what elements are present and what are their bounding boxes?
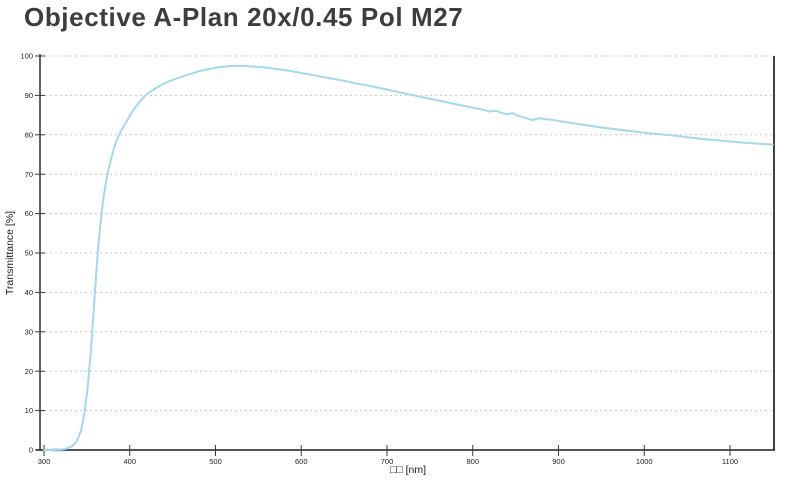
y-tick-marks (35, 55, 45, 451)
transmittance-curve (43, 64, 774, 451)
y-tick-label: 90 (25, 91, 33, 100)
y-tick-label: 10 (25, 406, 33, 415)
x-tick-label: 300 (38, 457, 51, 466)
x-tick-label: 1000 (636, 457, 653, 466)
x-tick-label: 400 (123, 457, 136, 466)
x-tick-labels: 300 400 500 600 700 800 900 1000 1100 (38, 457, 738, 466)
y-tick-label: 70 (25, 170, 33, 179)
chart-title: Objective A-Plan 20x/0.45 Pol M27 (24, 2, 464, 32)
x-axis-title: □□ [nm] (389, 464, 427, 476)
y-tick-label: 20 (25, 367, 33, 376)
x-tick-label: 1100 (722, 457, 738, 466)
x-tick-label: 800 (466, 457, 479, 466)
y-tick-label: 30 (25, 327, 33, 336)
x-tick-label: 700 (381, 457, 394, 466)
x-tick-label: 500 (209, 457, 222, 466)
x-tick-label: 900 (552, 457, 565, 466)
y-gridlines (40, 55, 774, 412)
y-tick-label: 60 (25, 209, 33, 218)
transmittance-series-line (43, 64, 774, 451)
x-tick-label: 600 (295, 457, 308, 466)
y-tick-label: 40 (25, 288, 33, 297)
axes (36, 54, 775, 451)
y-tick-label: 50 (25, 249, 33, 258)
y-tick-label: 100 (20, 52, 33, 61)
y-tick-labels: 0 10 20 30 40 50 60 70 80 90 100 (20, 52, 33, 455)
y-tick-label: 0 (29, 446, 33, 455)
y-tick-label: 80 (25, 130, 33, 139)
